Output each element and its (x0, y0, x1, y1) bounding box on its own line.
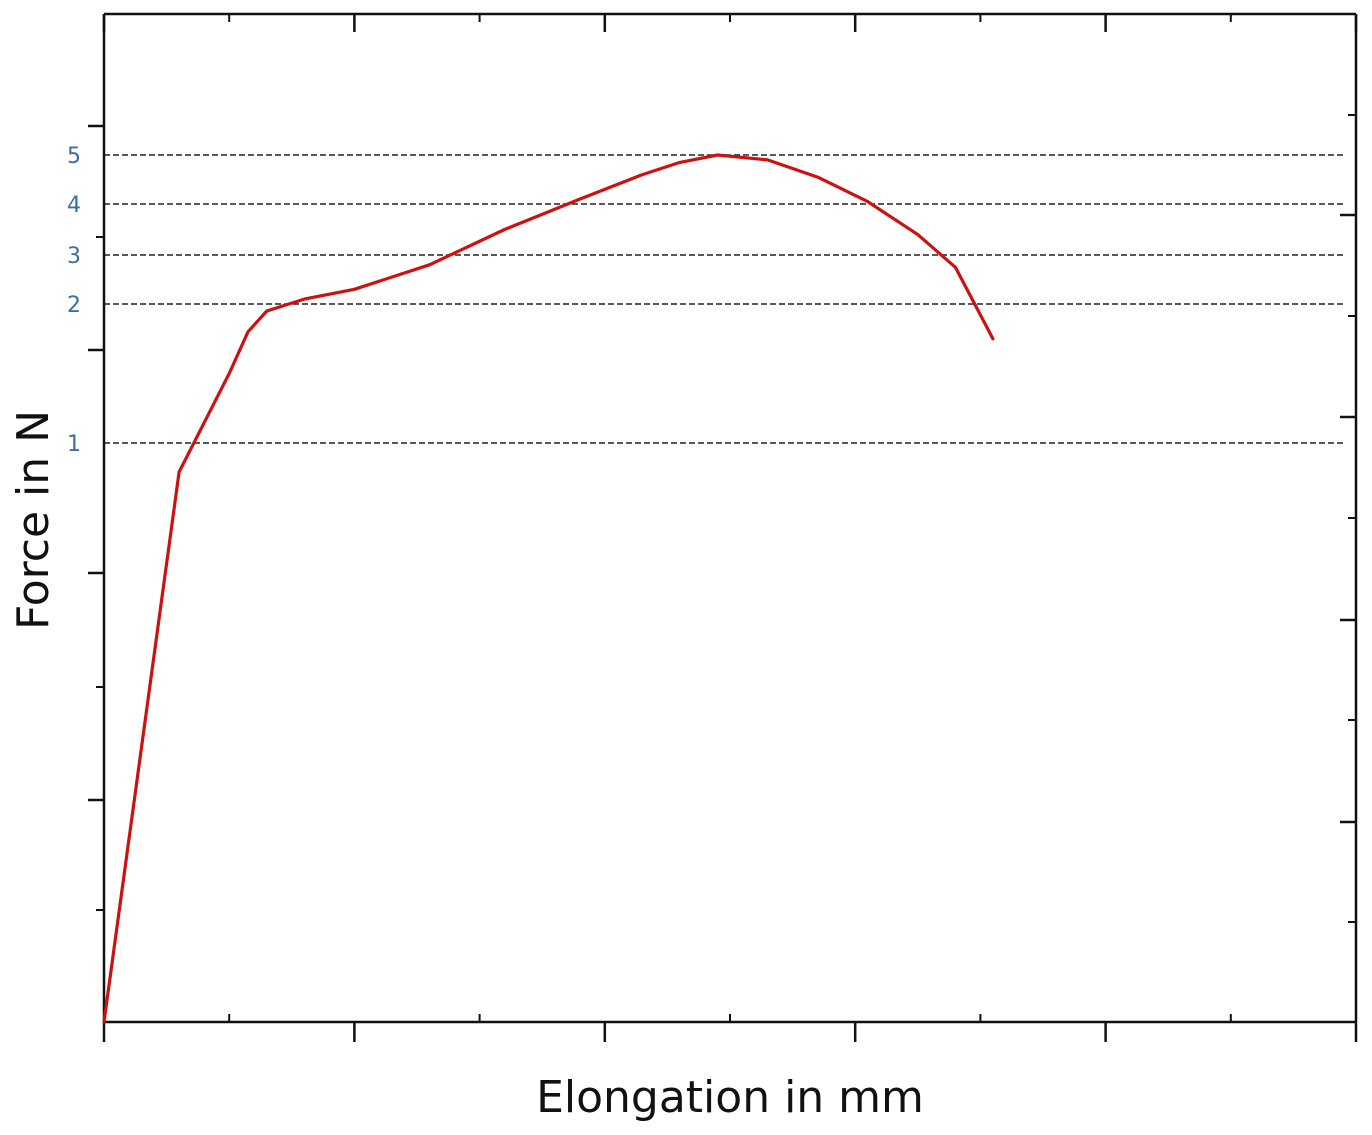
reference-labels: 5 4 3 2 1 (67, 144, 81, 457)
series-line-0 (102, 153, 995, 1024)
axis-ticks (88, 14, 1358, 1042)
y-tick-label-2: 2 (67, 293, 81, 318)
y-tick-label-4: 4 (67, 193, 81, 218)
plot-frame (102, 12, 1358, 1024)
y-tick-label-3: 3 (67, 244, 81, 269)
y-axis-title: Force in N (8, 410, 59, 630)
y-tick-label-1: 1 (67, 432, 81, 457)
y-tick-label-5: 5 (67, 144, 81, 169)
x-axis-title: Elongation in mm (536, 1072, 924, 1123)
series-layer (102, 153, 995, 1024)
reference-lines (104, 154, 1346, 444)
